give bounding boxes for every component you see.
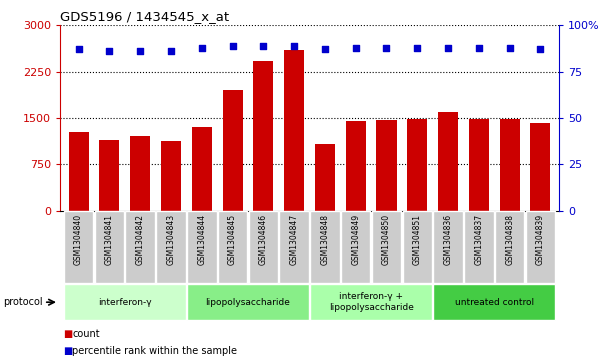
Bar <box>192 127 212 211</box>
Text: GSM1304849: GSM1304849 <box>351 214 360 265</box>
Point <box>166 48 175 54</box>
Text: untreated control: untreated control <box>455 298 534 307</box>
Bar <box>156 211 186 283</box>
Bar <box>310 211 340 283</box>
Bar <box>69 131 88 211</box>
Text: GSM1304844: GSM1304844 <box>197 214 206 265</box>
Bar <box>464 211 493 283</box>
Bar <box>526 211 555 283</box>
Point <box>351 45 361 50</box>
Text: GSM1304847: GSM1304847 <box>290 214 299 265</box>
Point <box>289 43 299 49</box>
Point <box>412 45 422 50</box>
Text: GSM1304842: GSM1304842 <box>136 214 145 265</box>
Text: lipopolysaccharide: lipopolysaccharide <box>206 298 290 307</box>
Bar <box>284 50 304 211</box>
Text: protocol: protocol <box>3 297 43 307</box>
Bar <box>130 136 150 211</box>
Text: interferon-γ +
lipopolysaccharide: interferon-γ + lipopolysaccharide <box>329 293 413 312</box>
Bar <box>499 119 520 211</box>
Bar <box>495 211 525 283</box>
Point <box>505 45 514 50</box>
Point <box>74 46 84 52</box>
Bar <box>218 211 248 283</box>
Point <box>474 45 484 50</box>
Point <box>320 46 330 52</box>
Point <box>535 46 545 52</box>
Bar <box>315 144 335 211</box>
Text: GSM1304840: GSM1304840 <box>74 214 83 265</box>
Bar <box>222 90 243 211</box>
Text: GSM1304850: GSM1304850 <box>382 214 391 265</box>
Bar <box>346 121 366 211</box>
Bar <box>341 211 370 283</box>
Bar <box>64 284 186 321</box>
Bar <box>433 284 555 321</box>
Bar <box>407 119 427 211</box>
Text: GSM1304846: GSM1304846 <box>259 214 268 265</box>
Point <box>444 45 453 50</box>
Bar <box>187 211 216 283</box>
Text: GSM1304851: GSM1304851 <box>413 214 422 265</box>
Point <box>258 43 268 49</box>
Bar <box>253 61 273 211</box>
Text: GSM1304838: GSM1304838 <box>505 214 514 265</box>
Bar <box>438 113 458 211</box>
Text: GSM1304839: GSM1304839 <box>536 214 545 265</box>
Bar <box>64 211 93 283</box>
Bar <box>99 140 120 211</box>
Bar <box>469 119 489 211</box>
Text: interferon-γ: interferon-γ <box>98 298 151 307</box>
Bar <box>249 211 278 283</box>
Bar <box>371 211 401 283</box>
Point <box>197 45 207 50</box>
Text: GDS5196 / 1434545_x_at: GDS5196 / 1434545_x_at <box>60 10 229 23</box>
Bar <box>403 211 432 283</box>
Text: percentile rank within the sample: percentile rank within the sample <box>72 346 237 356</box>
Text: count: count <box>72 329 100 339</box>
Point <box>105 48 114 54</box>
Bar <box>279 211 309 283</box>
Point <box>382 45 391 50</box>
Bar <box>531 123 551 211</box>
Bar <box>161 142 181 211</box>
Text: GSM1304836: GSM1304836 <box>444 214 453 265</box>
Point <box>135 48 145 54</box>
Point <box>228 43 237 49</box>
Text: GSM1304845: GSM1304845 <box>228 214 237 265</box>
Bar <box>187 284 309 321</box>
Bar <box>433 211 463 283</box>
Text: ■: ■ <box>63 346 72 356</box>
Bar <box>126 211 155 283</box>
Bar <box>376 120 397 211</box>
Text: GSM1304841: GSM1304841 <box>105 214 114 265</box>
Bar <box>94 211 124 283</box>
Text: GSM1304848: GSM1304848 <box>320 214 329 265</box>
Text: GSM1304843: GSM1304843 <box>166 214 175 265</box>
Text: ■: ■ <box>63 329 72 339</box>
Bar <box>310 284 432 321</box>
Text: GSM1304837: GSM1304837 <box>474 214 483 265</box>
